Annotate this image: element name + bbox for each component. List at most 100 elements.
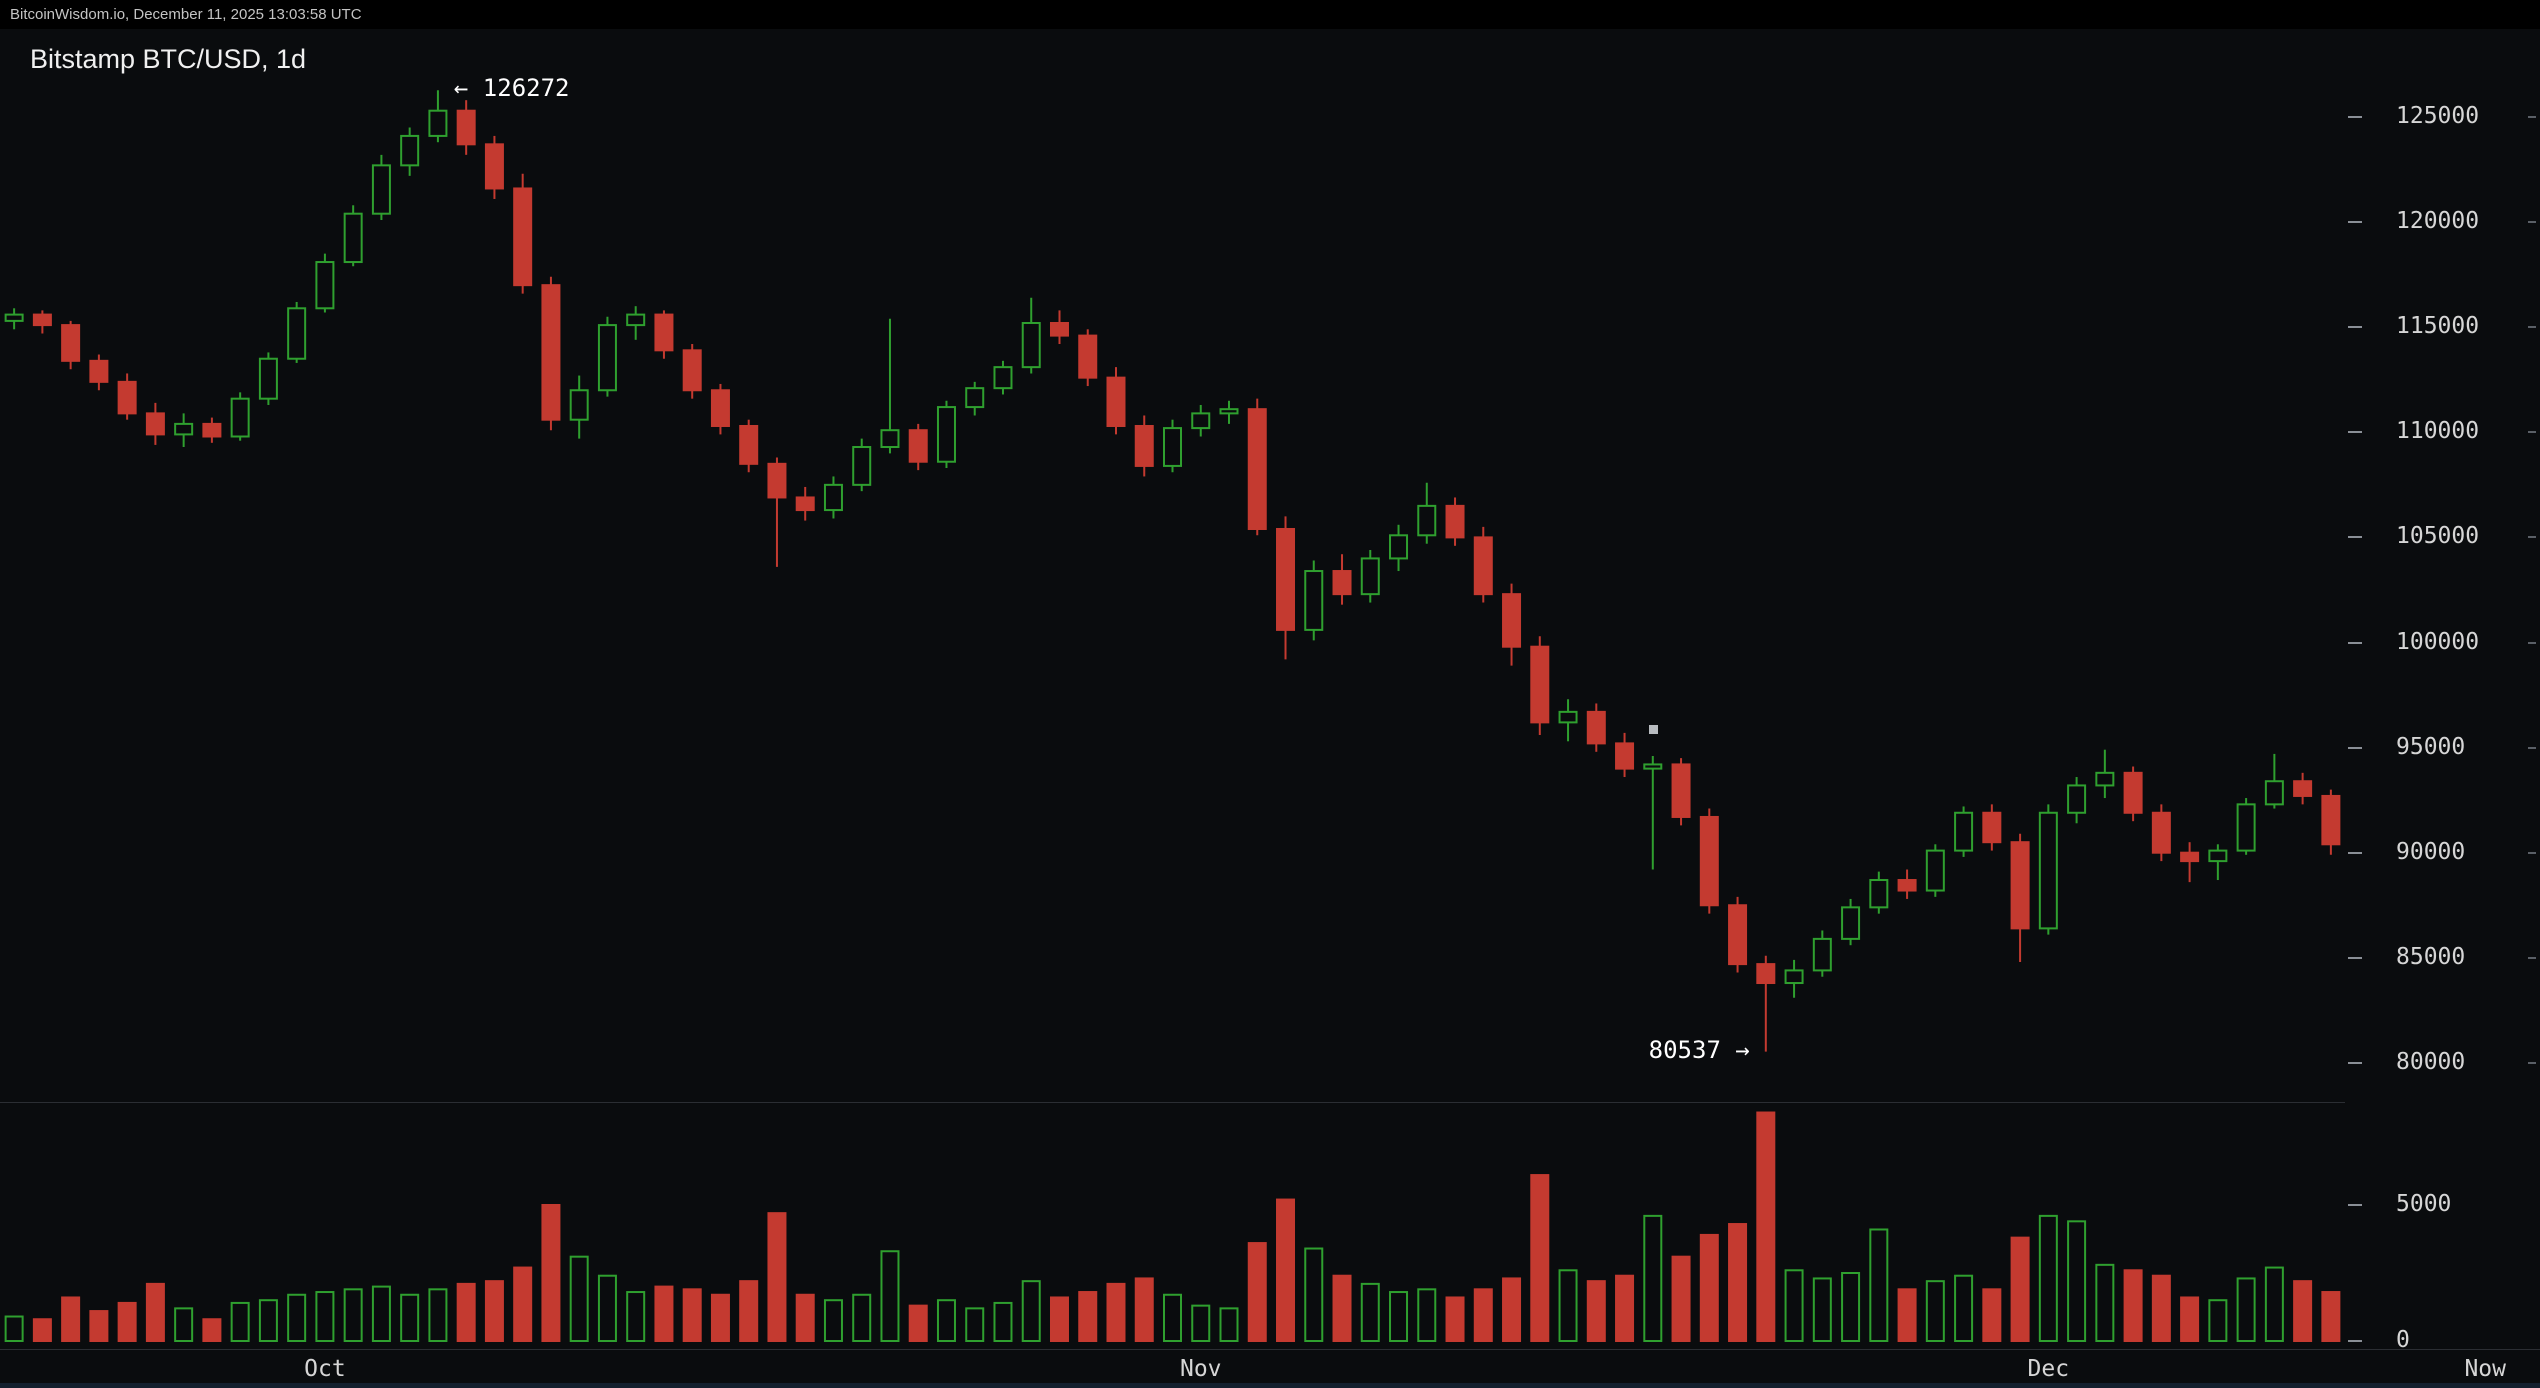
volume-bar: [1163, 1293, 1182, 1343]
volume-bar: [1643, 1214, 1663, 1343]
candle: [2038, 804, 2058, 935]
price-tick-mark-edge: [2528, 641, 2536, 644]
volume-bar: [2264, 1266, 2284, 1343]
candle: [1276, 516, 1296, 660]
candle: [1163, 419, 1182, 473]
volume-bar: [4, 1315, 24, 1343]
price-tick-mark-edge: [2528, 746, 2536, 749]
volume-bar: [117, 1301, 137, 1343]
candle: [1417, 482, 1437, 544]
volume-bar: [1954, 1274, 1974, 1342]
volume-bar: [2236, 1277, 2256, 1342]
price-tick-label: 95000: [2396, 733, 2466, 760]
candle: [852, 438, 872, 492]
candle: [541, 276, 561, 431]
candle: [1841, 898, 1861, 946]
volume-bar: [145, 1282, 165, 1343]
volume-bar: [626, 1291, 646, 1343]
candle: [2264, 753, 2284, 809]
candle: [654, 310, 674, 359]
candle: [1247, 398, 1267, 536]
volume-bar: [2095, 1263, 2115, 1342]
price-tick-label: 120000: [2396, 208, 2480, 235]
volume-bar: [484, 1280, 504, 1343]
volume-bar: [1615, 1274, 1635, 1342]
time-label-nov: Nov: [1179, 1356, 1222, 1382]
candle: [993, 360, 1013, 395]
candle: [739, 419, 759, 473]
volume-bar: [710, 1293, 730, 1343]
price-tick-label: 125000: [2396, 103, 2480, 129]
volume-bar: [2123, 1269, 2143, 1343]
candle: [1558, 699, 1578, 742]
price-tick-mark: [2348, 431, 2362, 434]
candle: [1332, 554, 1352, 605]
price-tick-mark-edge: [2528, 956, 2536, 959]
price-tick-mark-edge: [2528, 116, 2536, 118]
volume-bar: [428, 1288, 448, 1342]
candle: [1530, 636, 1550, 735]
volume-bar: [993, 1301, 1013, 1343]
taskbar-edge: [0, 1383, 2540, 1388]
volume-bar: [880, 1250, 900, 1342]
price-tick-label: 90000: [2396, 838, 2466, 865]
volume-bar: [513, 1266, 533, 1343]
candle: [1134, 415, 1154, 477]
price-tick-mark: [2348, 116, 2362, 118]
volume-bar: [1445, 1296, 1465, 1342]
volume-bar: [767, 1212, 787, 1343]
volume-bar: [852, 1293, 872, 1343]
volume-bar: [2321, 1291, 2341, 1343]
price-tick-label: 80000: [2396, 1048, 2466, 1075]
volume-bar: [1699, 1233, 1719, 1343]
volume-bar: [1276, 1198, 1296, 1343]
candle: [1078, 329, 1098, 387]
candle: [1897, 869, 1917, 899]
volume-bar: [1106, 1282, 1126, 1343]
candle: [1473, 526, 1493, 603]
volume-tick-mark: [2348, 1340, 2362, 1342]
candle: [965, 381, 985, 416]
volume-bar: [569, 1255, 589, 1343]
candle: [371, 154, 391, 220]
volume-bar: [2010, 1236, 2030, 1343]
candle: [61, 320, 81, 370]
volume-bar: [1417, 1288, 1437, 1342]
price-tick-mark-edge: [2528, 326, 2536, 329]
candle: [1982, 804, 2002, 851]
volume-bar: [1134, 1277, 1154, 1342]
candle: [1502, 583, 1522, 666]
volume-bar: [1728, 1223, 1748, 1343]
volume-bar: [2038, 1214, 2058, 1343]
volume-bar: [1078, 1291, 1098, 1343]
chart-title: Bitstamp BTC/USD, 1d: [30, 44, 307, 74]
candle: [2151, 804, 2171, 862]
price-tick-mark: [2348, 326, 2362, 329]
candle: [1756, 955, 1776, 1052]
volume-bar: [456, 1282, 476, 1343]
candle: [626, 306, 646, 340]
volume-bar: [1304, 1247, 1324, 1343]
volume-bar: [315, 1291, 335, 1343]
volume-bar: [1049, 1296, 1069, 1342]
price-tick-mark: [2348, 641, 2362, 644]
volume-bar: [795, 1293, 815, 1343]
candle: [343, 205, 363, 267]
candle: [710, 383, 730, 435]
candle: [795, 486, 815, 521]
candle: [1671, 758, 1691, 826]
candle: [1304, 560, 1324, 641]
candle: [32, 310, 52, 334]
volume-bar: [2293, 1280, 2313, 1343]
candle: [767, 457, 787, 567]
price-tick-mark-edge: [2528, 1061, 2536, 1064]
volume-bar: [32, 1318, 52, 1342]
time-label-now: Now: [2464, 1356, 2506, 1382]
volume-bar: [61, 1296, 81, 1342]
candle: [908, 423, 928, 471]
volume-bar: [1389, 1291, 1409, 1343]
candle: [1699, 808, 1719, 914]
volume-bar: [1841, 1272, 1861, 1342]
candle: [456, 100, 476, 155]
